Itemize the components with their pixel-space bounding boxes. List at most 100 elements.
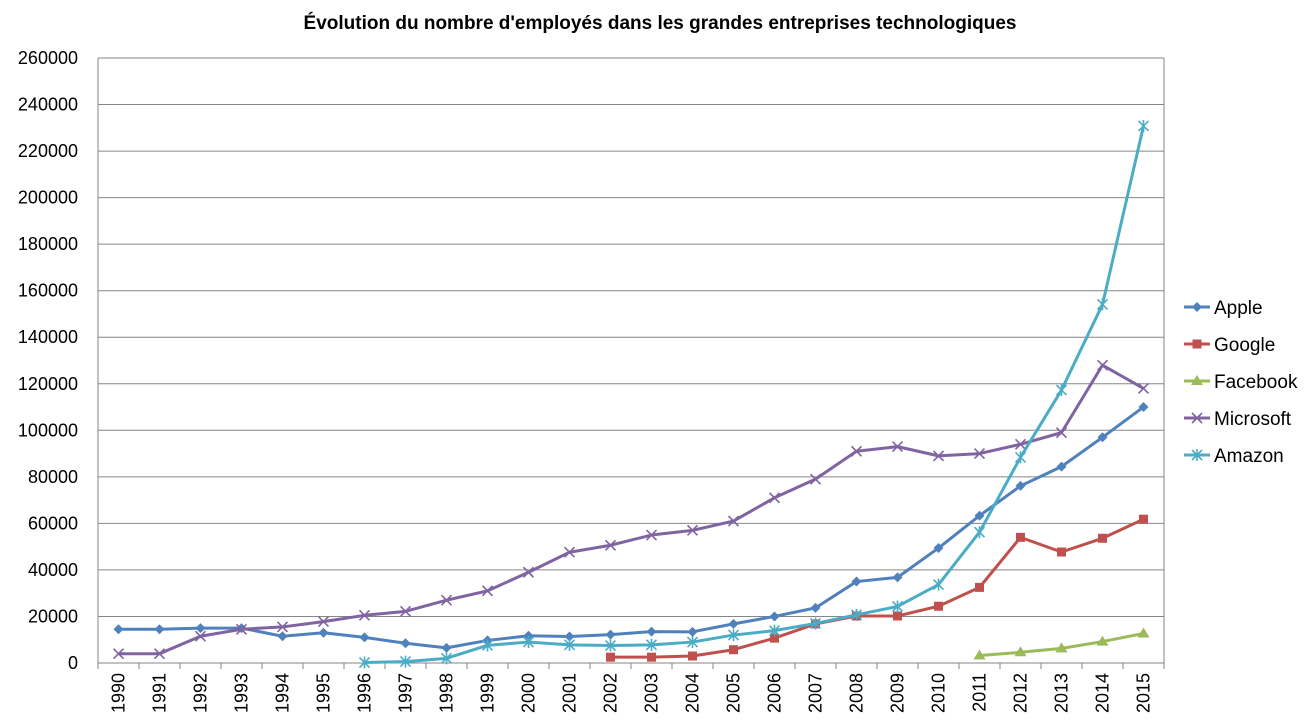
legend-entry-apple: Apple xyxy=(1184,298,1263,319)
legend-entry-facebook: Facebook xyxy=(1184,372,1298,393)
x-tick-label: 2010 xyxy=(929,673,949,713)
data-point-apple xyxy=(1015,480,1026,491)
series-google xyxy=(606,514,1148,662)
legend-entry-google: Google xyxy=(1184,335,1275,356)
data-point-apple xyxy=(769,611,780,622)
y-tick-label: 140000 xyxy=(18,327,78,347)
data-point-amazon xyxy=(440,652,453,665)
series-line-apple xyxy=(118,405,1145,650)
data-point-microsoft xyxy=(440,594,453,606)
data-point-apple xyxy=(974,510,985,521)
data-point-apple xyxy=(605,629,616,640)
y-axis-tick-labels: 0 20000 40000 60000 80000 100000 120000 140000 1… xyxy=(18,48,78,673)
series-apple xyxy=(113,402,1149,653)
series-amazon xyxy=(358,119,1150,669)
series-line-google xyxy=(610,517,1145,659)
data-point-apple xyxy=(441,642,452,653)
data-point-apple xyxy=(892,572,903,583)
data-point-microsoft xyxy=(768,492,781,504)
x-tick-label: 2002 xyxy=(601,673,621,713)
x-tick-label: 1999 xyxy=(478,673,498,713)
data-point-amazon xyxy=(358,656,371,669)
x-tick-label: 2015 xyxy=(1134,673,1154,713)
data-point-apple xyxy=(277,631,288,642)
legend-label: Amazon xyxy=(1214,446,1284,467)
x-tick-label: 1994 xyxy=(273,673,293,713)
data-point-apple xyxy=(1138,402,1149,413)
data-point-microsoft xyxy=(1014,438,1027,450)
data-point-apple xyxy=(318,627,329,638)
data-point-microsoft xyxy=(809,473,822,485)
data-point-google xyxy=(647,652,656,662)
data-point-microsoft xyxy=(686,524,699,536)
x-tick-label: 2008 xyxy=(847,673,867,713)
data-point-amazon xyxy=(522,636,535,649)
data-point-amazon xyxy=(399,655,412,668)
data-point-microsoft xyxy=(235,623,248,635)
data-point-amazon xyxy=(1055,384,1068,397)
data-point-microsoft xyxy=(112,648,125,660)
data-point-facebook xyxy=(1096,635,1109,646)
x-tick-label: 2012 xyxy=(1011,673,1031,713)
data-point-amazon xyxy=(850,608,863,621)
series-facebook xyxy=(973,627,1150,660)
x-tick-label: 2005 xyxy=(724,673,744,713)
legend-label: Apple xyxy=(1214,298,1263,319)
gridlines xyxy=(98,57,1164,617)
y-tick-label: 180000 xyxy=(18,234,78,254)
data-point-amazon xyxy=(932,578,945,591)
data-point-amazon xyxy=(481,639,494,652)
x-tick-label: 2003 xyxy=(642,673,662,713)
data-point-google xyxy=(770,633,779,643)
data-point-apple xyxy=(728,618,739,629)
x-tick-label: 1991 xyxy=(150,673,170,713)
legend-label: Facebook xyxy=(1214,372,1298,393)
series-microsoft xyxy=(112,359,1150,660)
data-point-apple xyxy=(933,543,944,554)
legend-marker xyxy=(1191,412,1203,424)
data-point-google xyxy=(688,651,697,661)
x-tick-label: 2001 xyxy=(560,673,580,713)
data-point-apple xyxy=(810,602,821,613)
data-point-microsoft xyxy=(276,621,289,633)
data-point-apple xyxy=(113,624,124,635)
axes xyxy=(97,58,1165,669)
data-point-google xyxy=(1016,532,1025,542)
x-tick-label: 1998 xyxy=(437,673,457,713)
data-point-apple xyxy=(359,632,370,643)
legend-marker xyxy=(1191,375,1203,385)
y-tick-label: 160000 xyxy=(18,281,78,301)
data-point-amazon xyxy=(727,629,740,642)
data-point-facebook xyxy=(1137,627,1150,638)
data-point-microsoft xyxy=(399,605,412,617)
y-tick-label: 80000 xyxy=(28,467,78,487)
data-point-microsoft xyxy=(1137,382,1150,394)
data-point-microsoft xyxy=(194,630,207,642)
data-point-amazon xyxy=(891,600,904,613)
x-axis-tick-labels: 1990 1991 1992 1993 1994 1995 1996 1997 1998 1999… xyxy=(109,673,1154,713)
data-point-amazon xyxy=(809,617,822,630)
data-point-microsoft xyxy=(645,529,658,541)
data-point-google xyxy=(975,582,984,592)
x-tick-label: 1990 xyxy=(109,673,129,713)
x-tick-label: 1992 xyxy=(191,673,211,713)
data-point-facebook xyxy=(1055,642,1068,653)
data-point-microsoft xyxy=(563,546,576,558)
y-tick-label: 220000 xyxy=(18,141,78,161)
data-point-apple xyxy=(564,631,575,642)
legend-entry-microsoft: Microsoft xyxy=(1184,409,1292,430)
data-point-amazon xyxy=(563,638,576,651)
x-tick-label: 1995 xyxy=(314,673,334,713)
data-point-microsoft xyxy=(481,585,494,597)
data-point-microsoft xyxy=(317,616,330,628)
data-point-google xyxy=(893,611,902,621)
data-point-microsoft xyxy=(973,448,986,460)
data-point-amazon xyxy=(645,638,658,651)
legend-marker xyxy=(1192,302,1202,312)
data-point-apple xyxy=(523,630,534,641)
data-point-google xyxy=(1139,514,1148,524)
legend-marker xyxy=(1192,339,1202,349)
data-point-google xyxy=(606,652,615,662)
legend-marker xyxy=(1191,449,1203,461)
